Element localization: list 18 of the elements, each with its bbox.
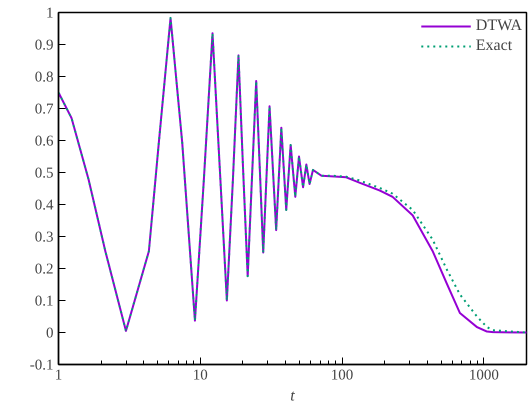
- y-tick-label: 0.3: [34, 230, 54, 246]
- legend-label: DTWA: [476, 17, 522, 35]
- x-tick-label: 1000: [468, 368, 499, 384]
- y-tick-label: 0.4: [34, 198, 54, 214]
- y-tick-label: 0.7: [34, 102, 54, 118]
- y-tick-label: 0: [46, 326, 54, 342]
- y-tick-label: 0.2: [34, 262, 54, 278]
- y-tick-label: 0.1: [34, 294, 54, 310]
- x-axis-title: t: [290, 388, 296, 404]
- y-tick-label: -0.1: [30, 358, 54, 374]
- x-tick-label: 10: [192, 368, 208, 384]
- y-tick-label: 0.6: [34, 134, 54, 150]
- y-tick-label: 0.9: [34, 38, 54, 54]
- y-tick-label: 0.5: [34, 166, 54, 182]
- x-tick-label: 100: [330, 368, 354, 384]
- y-tick-label: 0.8: [34, 70, 54, 86]
- y-tick-label: 1: [46, 6, 54, 22]
- legend-label: Exact: [476, 37, 512, 55]
